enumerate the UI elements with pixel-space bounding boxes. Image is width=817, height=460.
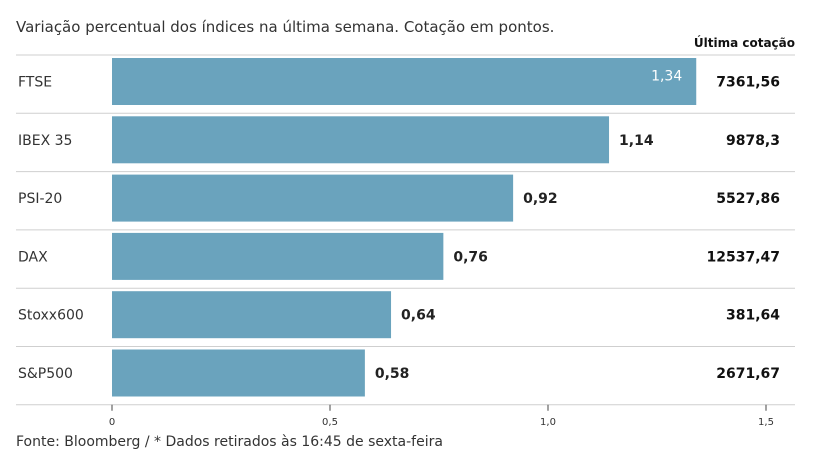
- x-axis: 0 0,5 1,0 1,5: [109, 404, 774, 428]
- chart-source: Fonte: Bloomberg / * Dados retirados às …: [16, 434, 443, 450]
- category-label: DAX: [18, 249, 48, 265]
- last-quote-value: 5527,86: [716, 191, 780, 207]
- value-label: 0,58: [375, 366, 410, 382]
- chart-subtitle: Variação percentual dos índices na últim…: [16, 18, 555, 36]
- last-quote-value: 12537,47: [706, 249, 780, 265]
- value-label: 1,34: [651, 69, 682, 85]
- x-tick-label: 0: [109, 417, 115, 428]
- value-label: 0,92: [523, 191, 558, 207]
- bar-2: [112, 116, 610, 164]
- value-label: 0,76: [453, 249, 488, 265]
- bar-3: [112, 174, 514, 222]
- x-tick-label: 1,5: [758, 417, 774, 428]
- last-quote-value: 381,64: [726, 308, 780, 324]
- last-quote-value: 7361,56: [716, 75, 780, 91]
- x-tick-label: 1,0: [540, 417, 556, 428]
- category-label: IBEX 35: [18, 133, 72, 149]
- bar-1: [112, 58, 697, 105]
- x-tick-label: 0,5: [322, 417, 338, 428]
- bar-chart: 0 0,5 1,0 1,5 Última cotação FTSE 1,34 7361,56…: [16, 35, 795, 428]
- bar-6: [112, 349, 365, 397]
- last-quote-value: 2671,67: [716, 366, 780, 382]
- labels: Última cotação FTSE 1,34 7361,56 IBEX 35 1,14…: [18, 35, 795, 382]
- category-label: Stoxx600: [18, 308, 84, 324]
- bars: [112, 58, 697, 397]
- last-quote-value: 9878,3: [726, 133, 780, 149]
- value-label: 1,14: [619, 133, 654, 149]
- bar-4: [112, 232, 444, 280]
- category-label: PSI-20: [18, 191, 62, 207]
- category-label: S&P500: [18, 366, 73, 382]
- value-label: 0,64: [401, 308, 436, 324]
- category-label: FTSE: [18, 75, 52, 91]
- last-quote-header: Última cotação: [694, 35, 795, 50]
- bar-5: [112, 291, 392, 339]
- row-separators: [16, 54, 795, 406]
